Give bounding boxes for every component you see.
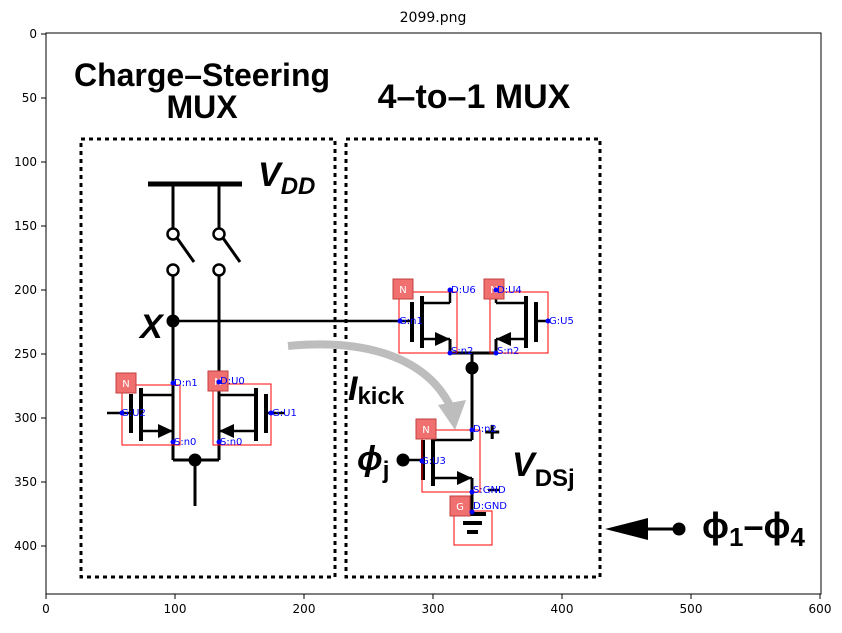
x-tick-label: 500	[680, 602, 703, 616]
x-axis: 0 100 200 300 400 500 600	[42, 594, 831, 616]
left-transistor-a	[107, 388, 173, 441]
pin-label: G:U5	[549, 316, 574, 327]
right-transistor-u6	[400, 290, 452, 348]
pin-label: S:GND	[473, 485, 506, 496]
pin-label: D:U6	[451, 285, 476, 296]
x-tick-label: 400	[551, 602, 574, 616]
x-tick-label: 100	[164, 602, 187, 616]
badge-n: N	[115, 372, 137, 394]
pin-label: G:n1	[399, 316, 423, 327]
pin-label: S:n2	[497, 346, 519, 357]
y-tick-label: 300	[14, 411, 37, 425]
figure-title: 2099.png	[400, 10, 467, 26]
svg-text:N: N	[422, 425, 429, 436]
y-tick-label: 50	[22, 91, 37, 105]
x-tick-label: 200	[293, 602, 316, 616]
y-tick-label: 200	[14, 283, 37, 297]
badge-n: N	[415, 418, 437, 440]
x-tick-label: 300	[422, 602, 445, 616]
ikick-label: Ikick	[348, 370, 405, 410]
y-axis: 0 50 100 150 200 250 300 350 400	[14, 27, 46, 553]
x-tick-label: 600	[809, 602, 832, 616]
pin-label: S:n0	[174, 437, 196, 448]
pin-label: G:U2	[121, 408, 146, 419]
right-transistor-u4	[494, 290, 548, 348]
axes-frame	[45, 32, 822, 595]
left-dashed-box	[79, 137, 337, 579]
left-switch	[166, 184, 196, 408]
svg-text:G: G	[456, 502, 464, 513]
y-tick-label: 150	[14, 219, 37, 233]
vdsj-plus: +	[484, 416, 500, 447]
phi-j-label: ϕj	[357, 440, 389, 484]
phi-range-label: ϕ1–ϕ4	[702, 505, 805, 552]
svg-text:N: N	[399, 285, 406, 296]
right-title: 4–to–1 MUX	[378, 78, 571, 116]
vdd-label: VDD	[258, 156, 315, 200]
pin-label: G:U3	[421, 456, 446, 467]
y-tick-label: 0	[29, 27, 37, 41]
badge-g: G	[449, 495, 471, 517]
y-tick-label: 400	[14, 539, 37, 553]
y-tick-label: 100	[14, 155, 37, 169]
pin-label: D:GND	[473, 501, 507, 512]
left-title-line1: Charge–Steering	[74, 57, 330, 93]
phi-j-node	[396, 453, 410, 467]
schematic: Charge–Steering MUX 4–to–1 MUX VDD X	[74, 57, 805, 579]
right-dashed-box	[344, 137, 602, 579]
pin-dots	[119, 287, 551, 515]
pin-label: D:n1	[174, 378, 198, 389]
y-tick-label: 350	[14, 475, 37, 489]
x-label: X	[138, 308, 165, 346]
pin-label: D:U0	[220, 376, 245, 387]
svg-text:N: N	[122, 379, 129, 390]
pin-label: D:U4	[497, 285, 522, 296]
x-tick-label: 0	[42, 602, 50, 616]
vdsj-label: VDSj	[512, 446, 575, 492]
ikick-arrow-head	[438, 400, 466, 430]
y-tick-label: 250	[14, 347, 37, 361]
badge-n: N	[392, 278, 414, 300]
ikick-arrow-path	[287, 340, 456, 412]
pin-label: S:n0	[220, 437, 242, 448]
pin-label: D:n2	[473, 424, 497, 435]
pin-label: G:U1	[272, 408, 297, 419]
phi-range-arrowhead	[605, 518, 648, 540]
pin-label: S:n2	[451, 346, 473, 357]
detection-overlay: N N N N N G D:U6 G:n1 S:n2 D:U4 G:U5 S:n…	[115, 278, 574, 546]
left-title-line2: MUX	[166, 89, 238, 125]
